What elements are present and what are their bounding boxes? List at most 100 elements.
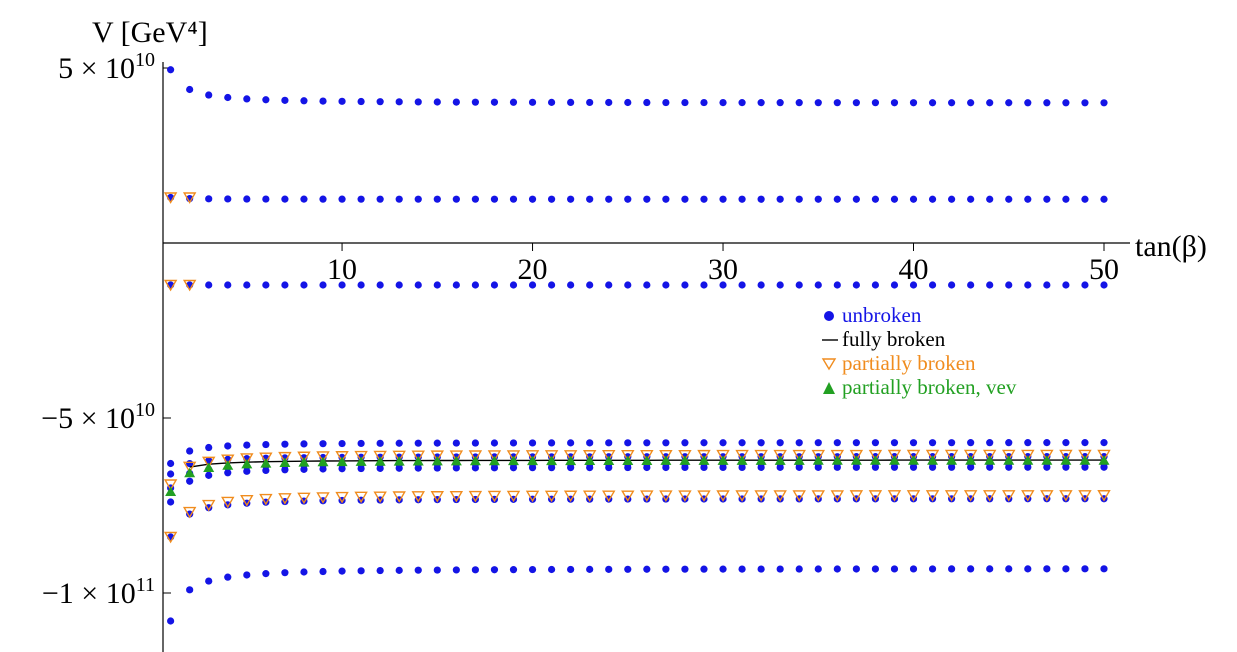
partially-broken-vev-point bbox=[736, 455, 748, 465]
partially-broken-point bbox=[830, 449, 845, 462]
partially-broken-point bbox=[449, 490, 464, 503]
partially-broken-point bbox=[221, 496, 235, 509]
partially-broken-vev-point bbox=[412, 456, 424, 466]
partially-broken-point bbox=[221, 454, 235, 467]
unbroken-point bbox=[814, 99, 822, 107]
y-tick-label: 5 × 1010 bbox=[58, 49, 155, 85]
unbroken-point bbox=[928, 195, 937, 203]
partially-broken-vev-point bbox=[488, 455, 500, 466]
unbroken-point bbox=[890, 281, 899, 289]
unbroken-point bbox=[281, 195, 289, 203]
partially-broken-point bbox=[754, 449, 768, 462]
unbroken-point bbox=[814, 463, 822, 471]
unbroken-point bbox=[471, 98, 479, 106]
partially-broken-point bbox=[335, 451, 349, 463]
unbroken-point bbox=[681, 565, 689, 573]
partially-broken-point bbox=[487, 450, 502, 462]
partially-broken-vev-point bbox=[869, 455, 881, 465]
unbroken-point bbox=[852, 281, 860, 289]
unbroken-point bbox=[757, 439, 765, 447]
partially-broken-point bbox=[887, 490, 902, 502]
partially-broken-vev-point bbox=[279, 457, 291, 468]
unbroken-point bbox=[433, 195, 441, 203]
partially-broken-point bbox=[849, 449, 864, 462]
unbroken-point bbox=[205, 577, 213, 585]
unbroken-point bbox=[986, 565, 994, 573]
unbroken-point bbox=[719, 439, 727, 447]
unbroken-point bbox=[433, 439, 441, 447]
partially-broken-point bbox=[697, 449, 711, 462]
unbroken-point bbox=[700, 195, 708, 203]
unbroken-point bbox=[509, 281, 518, 289]
unbroken-point bbox=[967, 439, 975, 447]
unbroken-point bbox=[643, 565, 651, 573]
y-axis-label-text: V [GeV⁴] bbox=[92, 16, 208, 49]
unbroken-point bbox=[1062, 463, 1070, 471]
unbroken-point bbox=[567, 439, 575, 447]
partially-broken-point bbox=[506, 450, 521, 462]
unbroken-point bbox=[948, 463, 956, 471]
unbroken-point bbox=[509, 566, 518, 574]
partially-broken-vev-point bbox=[165, 486, 177, 496]
y-axis-label: V [GeV⁴] bbox=[92, 16, 208, 49]
partially-broken-point bbox=[487, 490, 502, 503]
unbroken-point bbox=[662, 195, 670, 203]
unbroken-point bbox=[757, 565, 765, 573]
unbroken-point bbox=[738, 439, 746, 447]
partially-broken-vev-point bbox=[679, 455, 691, 465]
unbroken-point bbox=[757, 99, 765, 107]
unbroken-point bbox=[452, 566, 460, 574]
unbroken-point bbox=[1043, 565, 1051, 573]
unbroken-point bbox=[528, 439, 537, 447]
unbroken-point bbox=[1081, 281, 1089, 289]
unbroken-point bbox=[948, 439, 956, 447]
unbroken-point bbox=[719, 463, 727, 472]
unbroken-point bbox=[662, 439, 670, 447]
unbroken-point bbox=[1043, 195, 1051, 203]
unbroken-point bbox=[852, 565, 860, 573]
unbroken-point bbox=[433, 281, 441, 289]
unbroken-point bbox=[205, 443, 213, 452]
partially-broken-vev-point bbox=[203, 462, 215, 473]
partially-broken-point bbox=[297, 492, 311, 505]
partially-broken-point bbox=[659, 449, 673, 462]
unbroken-point bbox=[224, 573, 232, 581]
unbroken-point bbox=[338, 465, 346, 473]
unbroken-point bbox=[300, 281, 308, 289]
partially-broken-vev-point bbox=[222, 460, 234, 470]
unbroken-point bbox=[662, 281, 670, 289]
partially-broken-vev-point bbox=[527, 455, 539, 466]
unbroken-point bbox=[1024, 565, 1032, 573]
unbroken-point bbox=[567, 195, 575, 203]
unbroken-point bbox=[833, 195, 841, 203]
unbroken-point bbox=[1062, 195, 1070, 203]
unbroken-point bbox=[186, 447, 194, 455]
unbroken-point bbox=[1081, 99, 1089, 107]
partially-broken-point bbox=[621, 450, 635, 462]
unbroken-point bbox=[167, 617, 175, 625]
unbroken-point bbox=[243, 441, 251, 449]
unbroken-point bbox=[281, 466, 289, 474]
unbroken-point bbox=[1081, 439, 1089, 447]
partially-broken-vev-point bbox=[927, 455, 939, 465]
partially-broken-point bbox=[163, 531, 178, 544]
unbroken-point bbox=[1100, 99, 1108, 107]
unbroken-point bbox=[567, 464, 575, 472]
unbroken-point bbox=[414, 281, 422, 289]
partially-broken-vev-point bbox=[812, 455, 824, 465]
partially-broken-point bbox=[773, 449, 787, 462]
unbroken-point bbox=[948, 565, 956, 573]
partially-broken-vev-point bbox=[1022, 455, 1034, 465]
unbroken-point bbox=[776, 439, 784, 447]
partially-broken-point bbox=[182, 506, 197, 519]
unbroken-point bbox=[605, 565, 613, 573]
partially-broken-point bbox=[1078, 449, 1092, 462]
partially-broken-point bbox=[963, 490, 978, 502]
partially-broken-vev-point bbox=[298, 457, 310, 467]
partially-broken-point bbox=[906, 449, 921, 462]
unbroken-point bbox=[490, 281, 499, 289]
partially-broken-point bbox=[163, 279, 178, 292]
unbroken-point bbox=[547, 565, 556, 574]
unbroken-point bbox=[852, 463, 860, 471]
partially-broken-vev-point bbox=[507, 455, 519, 466]
